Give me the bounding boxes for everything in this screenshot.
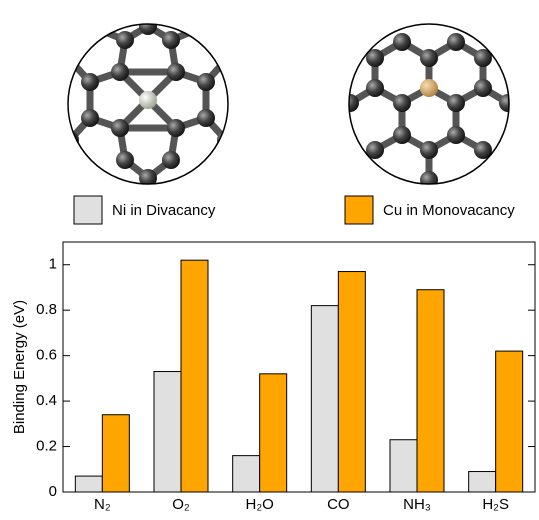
legend-swatch: [344, 195, 374, 225]
bar: [180, 259, 209, 493]
legend: Ni in Divacancy Cu in Monovacancy: [73, 195, 515, 225]
cu-frame: [348, 23, 510, 185]
bar: [310, 305, 339, 493]
bar: [101, 414, 130, 493]
bar: [74, 475, 103, 493]
x-tick-label: N₂: [94, 496, 111, 513]
cu-structure: [349, 33, 509, 184]
bar: [495, 350, 524, 493]
bar: [416, 289, 445, 493]
ni-frame: [67, 23, 229, 185]
bar: [337, 271, 366, 493]
y-axis-title: Binding Energy (eV): [11, 300, 28, 434]
plot-frame: [62, 241, 536, 493]
bar: [259, 373, 288, 493]
legend-swatch: [73, 195, 103, 225]
bar: [389, 439, 418, 493]
y-tick-label: 0.6: [36, 347, 57, 364]
bar: [232, 455, 261, 493]
y-tick-label: 0.4: [36, 392, 57, 409]
legend-label: Ni in Divacancy: [112, 202, 216, 219]
x-tick-label: H₂S: [482, 496, 509, 513]
x-tick-label: H₂O: [246, 496, 274, 513]
legend-label: Cu in Monovacancy: [383, 202, 515, 219]
y-tick-label: 0.2: [36, 438, 57, 455]
y-tick-label: 0: [49, 483, 57, 500]
y-tick-label: 1: [49, 256, 57, 273]
bar: [468, 471, 497, 493]
x-tick-label: CO: [327, 496, 350, 513]
y-tick-label: 0.8: [36, 301, 57, 318]
x-tick-label: NH₃: [403, 496, 431, 513]
bar: [153, 371, 182, 493]
x-tick-label: O₂: [172, 496, 190, 513]
ni-structure: [68, 24, 228, 184]
